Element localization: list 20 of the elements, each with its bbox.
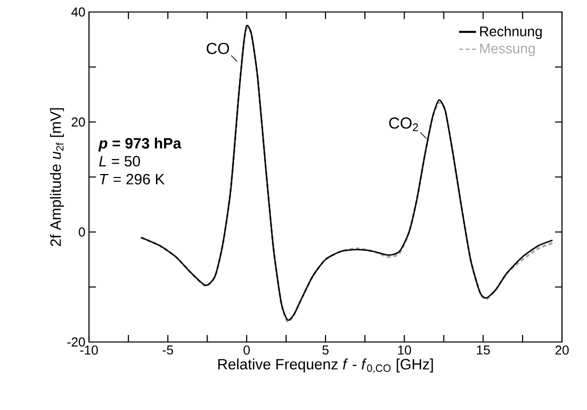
x-tick-label: 20 xyxy=(555,346,569,355)
annotation: CO xyxy=(206,42,230,54)
x-tick-label: 0 xyxy=(244,346,250,355)
x-tick-label: 5 xyxy=(322,346,329,355)
x-tick-label: 15 xyxy=(476,346,490,355)
y-tick-label: 40 xyxy=(71,7,85,17)
annotation: CO$_{2}$ xyxy=(389,117,418,132)
y-tick-label: -20 xyxy=(67,337,85,347)
annotation: L = 50 xyxy=(99,156,140,167)
x-tick-label: -5 xyxy=(162,346,174,355)
y-axis-title: 2f Amplitude u$_{2f}$ [mV] xyxy=(50,108,64,246)
x-tick-label: -10 xyxy=(80,346,98,355)
legend-label: Messung xyxy=(480,44,535,56)
annotation: T = 296 K xyxy=(100,174,165,184)
annotation: p = 973 hPa xyxy=(98,138,182,152)
y-tick-label: 20 xyxy=(72,117,85,127)
x-tick-label: 10 xyxy=(398,346,412,355)
y-tick-label: 0 xyxy=(78,227,85,237)
x-axis-title: Relative Frequenz f - f$_{0,CO}$ [GHz] xyxy=(218,358,433,374)
legend-label: Rechnung xyxy=(480,26,542,40)
